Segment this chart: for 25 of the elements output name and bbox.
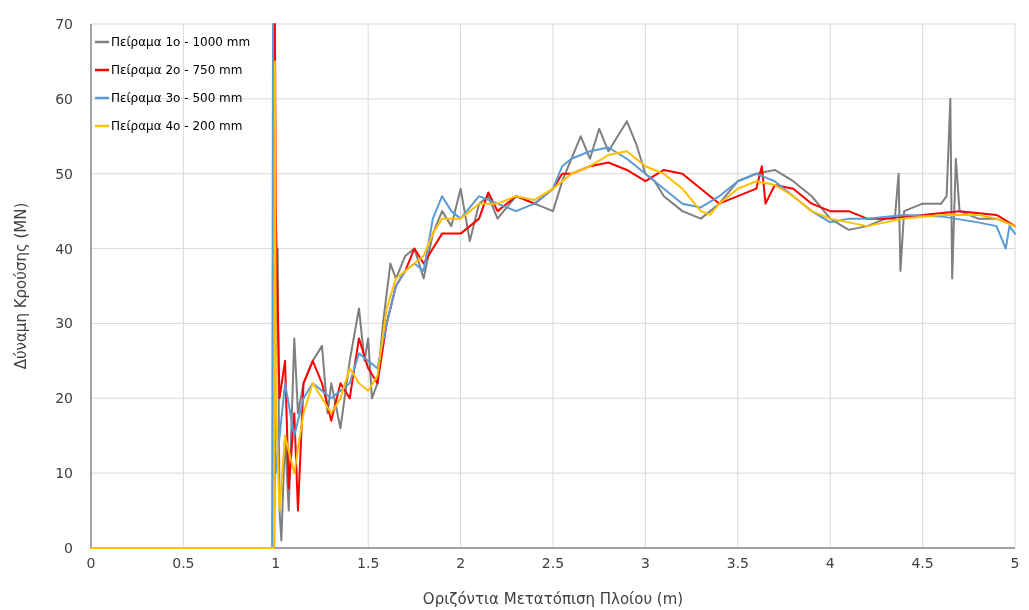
legend-label: Πείραμα 2ο - 750 mm xyxy=(111,63,243,77)
x-tick-label: 3 xyxy=(640,555,650,571)
x-tick-label: 0 xyxy=(86,555,96,571)
x-tick-label: 4.5 xyxy=(911,555,934,571)
x-tick-label: 3.5 xyxy=(726,555,749,571)
legend-label: Πείραμα 4ο - 200 mm xyxy=(111,119,243,133)
x-tick-label: 1 xyxy=(271,555,281,571)
x-tick-label: 4 xyxy=(825,555,835,571)
x-axis-title: Οριζόντια Μετατόπιση Πλοίου (m) xyxy=(422,590,684,608)
y-tick-label: 60 xyxy=(55,90,73,107)
x-tick-label: 2.5 xyxy=(541,555,565,571)
x-tick-label: 0.5 xyxy=(172,555,195,571)
legend-label: Πείραμα 3ο - 500 mm xyxy=(111,91,243,105)
y-tick-label: 20 xyxy=(55,390,73,407)
y-axis-title: Δύναμη Κρούσης (MN) xyxy=(12,202,30,370)
x-tick-label: 1.5 xyxy=(357,555,380,571)
y-tick-label: 40 xyxy=(55,240,73,257)
x-tick-label: 5 xyxy=(1010,555,1020,571)
legend-label: Πείραμα 1ο - 1000 mm xyxy=(111,35,251,49)
y-tick-label: 0 xyxy=(64,540,73,556)
y-tick-label: 50 xyxy=(55,165,73,182)
y-tick-label: 30 xyxy=(55,315,73,332)
x-tick-label: 2 xyxy=(456,555,466,571)
y-tick-label: 10 xyxy=(55,465,73,482)
y-tick-label: 70 xyxy=(55,16,73,32)
